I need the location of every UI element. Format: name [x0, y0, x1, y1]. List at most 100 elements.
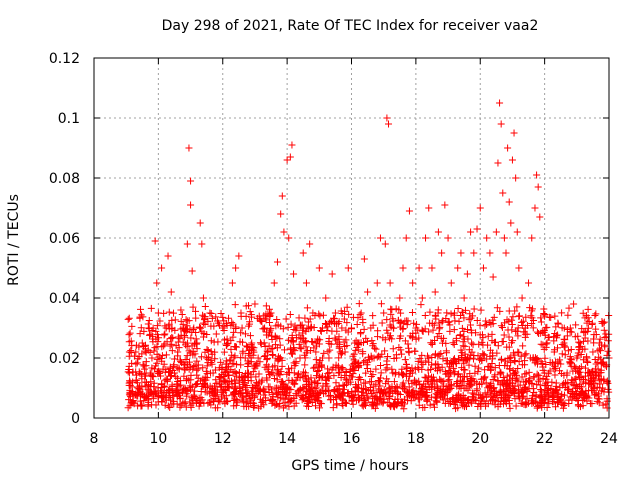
- data-point-band: [572, 384, 580, 392]
- data-point: [396, 294, 404, 302]
- data-point-band: [468, 399, 476, 407]
- data-point: [389, 324, 397, 332]
- y-tick-label: 0.1: [58, 111, 80, 127]
- data-point-band: [238, 396, 246, 404]
- data-point-band: [304, 375, 312, 383]
- data-point-band: [315, 363, 323, 371]
- data-point-band: [227, 345, 235, 353]
- data-point: [161, 330, 169, 338]
- data-point-band: [391, 386, 399, 394]
- data-point-band: [430, 321, 438, 329]
- data-point-band: [527, 312, 535, 320]
- data-point-band: [231, 368, 239, 376]
- data-point: [209, 369, 217, 377]
- data-point-band: [142, 393, 150, 401]
- data-point-band: [247, 387, 255, 395]
- data-point-band: [398, 398, 406, 406]
- data-point-band: [579, 309, 587, 317]
- data-point-band: [426, 319, 434, 327]
- data-point-band: [461, 394, 469, 402]
- data-point-band: [512, 402, 520, 410]
- data-point-band: [405, 344, 413, 352]
- data-point-band: [231, 395, 239, 403]
- data-point-band: [558, 390, 566, 398]
- data-point-band: [315, 310, 323, 318]
- data-point: [351, 339, 359, 347]
- data-point-band: [158, 343, 166, 351]
- data-point-band: [354, 376, 362, 384]
- data-point: [203, 354, 211, 362]
- data-point-band: [386, 384, 394, 392]
- data-point-band: [528, 320, 536, 328]
- data-point-band: [591, 311, 599, 319]
- data-point-band: [478, 357, 486, 365]
- data-point-band: [316, 404, 324, 412]
- data-point-band: [528, 400, 536, 408]
- data-point-band: [462, 384, 470, 392]
- data-point-band: [168, 316, 176, 324]
- data-point-band: [537, 385, 545, 393]
- data-point-band: [256, 339, 264, 347]
- data-point-band: [462, 401, 470, 409]
- data-point-band: [561, 379, 569, 387]
- data-point-band: [148, 401, 156, 409]
- data-point-band: [447, 360, 455, 368]
- data-point: [288, 141, 296, 149]
- data-point-band: [572, 381, 580, 389]
- data-point-band: [388, 365, 396, 373]
- data-point: [541, 369, 549, 377]
- data-point-band: [157, 387, 165, 395]
- data-point: [222, 360, 230, 368]
- data-point-band: [215, 319, 223, 327]
- data-point-band: [516, 381, 524, 389]
- data-point-band: [187, 334, 195, 342]
- data-point-band: [329, 404, 337, 412]
- data-point-band: [529, 316, 537, 324]
- data-point-band: [315, 340, 323, 348]
- data-point-band: [303, 380, 311, 388]
- data-point-band: [459, 400, 467, 408]
- data-point: [386, 279, 394, 287]
- data-point-band: [348, 373, 356, 381]
- data-point-band: [595, 399, 603, 407]
- data-point: [348, 324, 355, 332]
- data-point: [193, 339, 201, 347]
- data-point-band: [604, 347, 612, 355]
- data-point-band: [345, 310, 353, 318]
- data-point: [586, 369, 594, 377]
- data-point-band: [187, 363, 195, 371]
- x-tick-label: 8: [90, 431, 99, 447]
- data-point-band: [361, 400, 369, 408]
- data-point-band: [437, 377, 445, 385]
- data-point-band: [389, 345, 397, 353]
- data-point-band: [320, 349, 328, 357]
- data-point-band: [246, 332, 254, 340]
- data-point-band: [490, 313, 498, 321]
- data-point: [364, 288, 372, 296]
- data-point-band: [426, 308, 434, 316]
- data-point: [190, 324, 198, 332]
- data-point-band: [249, 346, 257, 354]
- data-point-band: [604, 385, 612, 393]
- data-point-band: [481, 373, 489, 381]
- data-point-band: [360, 339, 368, 347]
- data-point-band: [204, 347, 212, 355]
- data-point-band: [294, 387, 302, 395]
- data-point-band: [422, 389, 430, 397]
- data-point-band: [176, 335, 184, 343]
- data-point-band: [355, 340, 363, 348]
- data-point-band: [484, 332, 492, 340]
- data-point-band: [369, 392, 377, 400]
- data-point-band: [154, 331, 162, 339]
- data-point-band: [484, 390, 492, 398]
- data-point-band: [138, 402, 146, 410]
- data-point-band: [220, 348, 228, 356]
- data-point-band: [141, 394, 149, 402]
- data-point-band: [522, 313, 530, 321]
- data-point-band: [439, 382, 447, 390]
- data-point-band: [183, 392, 191, 400]
- data-point-band: [198, 328, 206, 336]
- data-point-band: [265, 389, 273, 397]
- data-point-band: [297, 335, 305, 343]
- data-point-band: [366, 378, 374, 386]
